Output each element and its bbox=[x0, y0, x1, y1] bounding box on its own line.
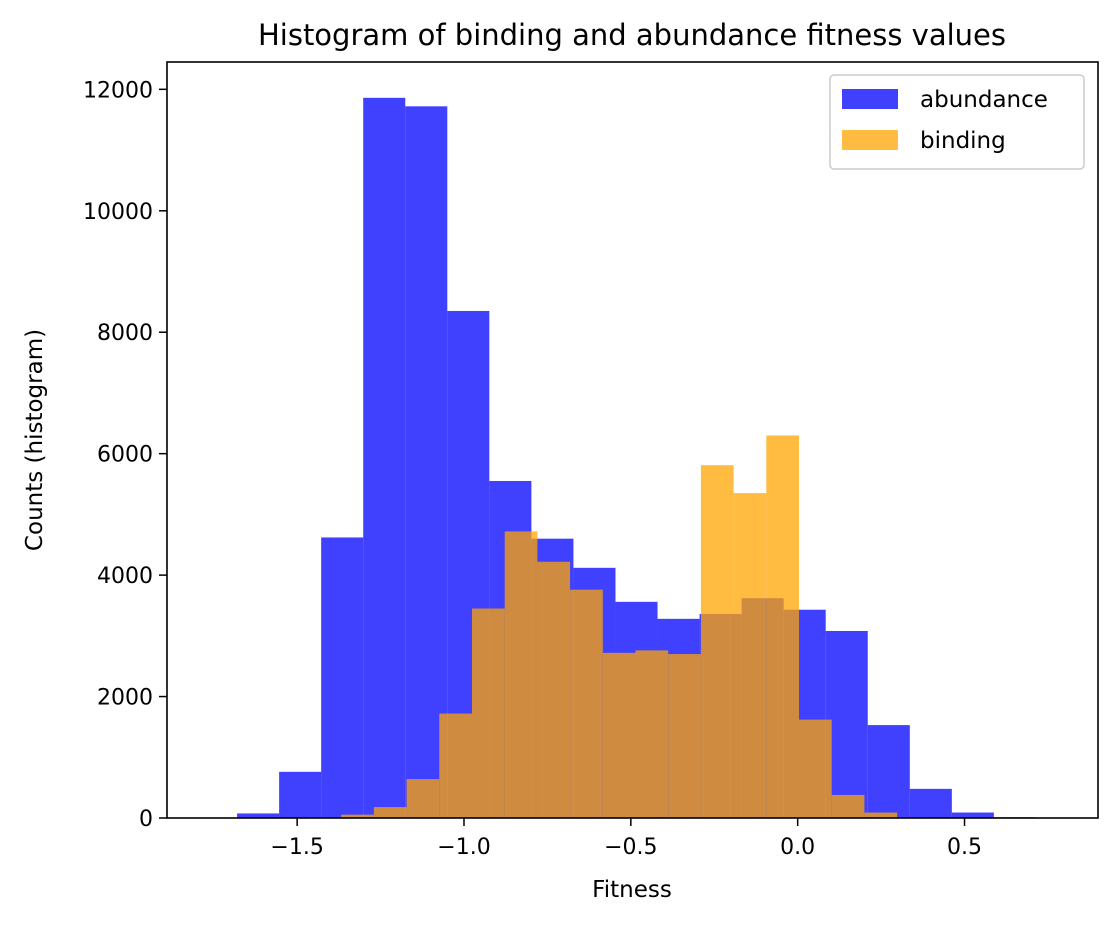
abundance-bar bbox=[321, 537, 363, 818]
x-tick-label: 0.5 bbox=[947, 835, 982, 860]
y-tick-label: 6000 bbox=[97, 443, 153, 468]
y-tick-label: 0 bbox=[139, 807, 153, 832]
binding-bar bbox=[636, 650, 669, 818]
binding-bar bbox=[407, 779, 440, 818]
abundance-legend-label: abundance bbox=[920, 87, 1048, 113]
binding-legend-label: binding bbox=[920, 128, 1006, 154]
y-tick-label: 4000 bbox=[97, 564, 153, 589]
binding-bar bbox=[799, 720, 832, 818]
abundance-bar bbox=[910, 789, 952, 818]
binding-bar bbox=[603, 653, 636, 818]
abundance-legend-swatch bbox=[842, 89, 898, 109]
y-tick-label: 8000 bbox=[97, 321, 153, 346]
y-axis-label: Counts (histogram) bbox=[22, 329, 48, 551]
binding-bar bbox=[668, 654, 701, 818]
binding-bar bbox=[537, 562, 570, 818]
abundance-bar bbox=[826, 631, 868, 818]
abundance-bar bbox=[405, 106, 447, 818]
x-tick-label: 0.0 bbox=[780, 835, 815, 860]
chart-title: Histogram of binding and abundance fitne… bbox=[258, 18, 1006, 52]
binding-bar bbox=[766, 435, 799, 818]
y-tick-label: 2000 bbox=[97, 686, 153, 711]
abundance-bar bbox=[279, 772, 321, 818]
binding-bar bbox=[439, 714, 472, 818]
binding-bar bbox=[734, 493, 767, 818]
x-tick-label: −1.5 bbox=[270, 835, 323, 860]
binding-bar bbox=[832, 795, 865, 818]
binding-bar bbox=[374, 807, 407, 818]
binding-bar bbox=[570, 590, 603, 818]
y-tick-label: 12000 bbox=[83, 78, 153, 103]
binding-bar bbox=[864, 813, 897, 818]
abundance-bar bbox=[868, 725, 910, 818]
x-axis-label: Fitness bbox=[592, 877, 672, 903]
binding-bar bbox=[701, 465, 734, 818]
abundance-bar bbox=[363, 98, 405, 818]
x-tick-label: −0.5 bbox=[604, 835, 657, 860]
y-axis-ticks: 0 2000 4000 6000 8000 10000 12000 bbox=[83, 78, 167, 832]
legend: abundance binding bbox=[830, 75, 1084, 169]
binding-bar bbox=[505, 531, 538, 818]
binding-legend-swatch bbox=[842, 130, 898, 150]
binding-bar bbox=[472, 609, 505, 818]
abundance-bar bbox=[952, 813, 994, 818]
x-tick-label: −1.0 bbox=[437, 835, 490, 860]
y-tick-label: 10000 bbox=[83, 200, 153, 225]
bars-layer bbox=[237, 98, 1078, 818]
x-axis-ticks: −1.5 −1.0 −0.5 0.0 0.5 bbox=[270, 818, 982, 860]
